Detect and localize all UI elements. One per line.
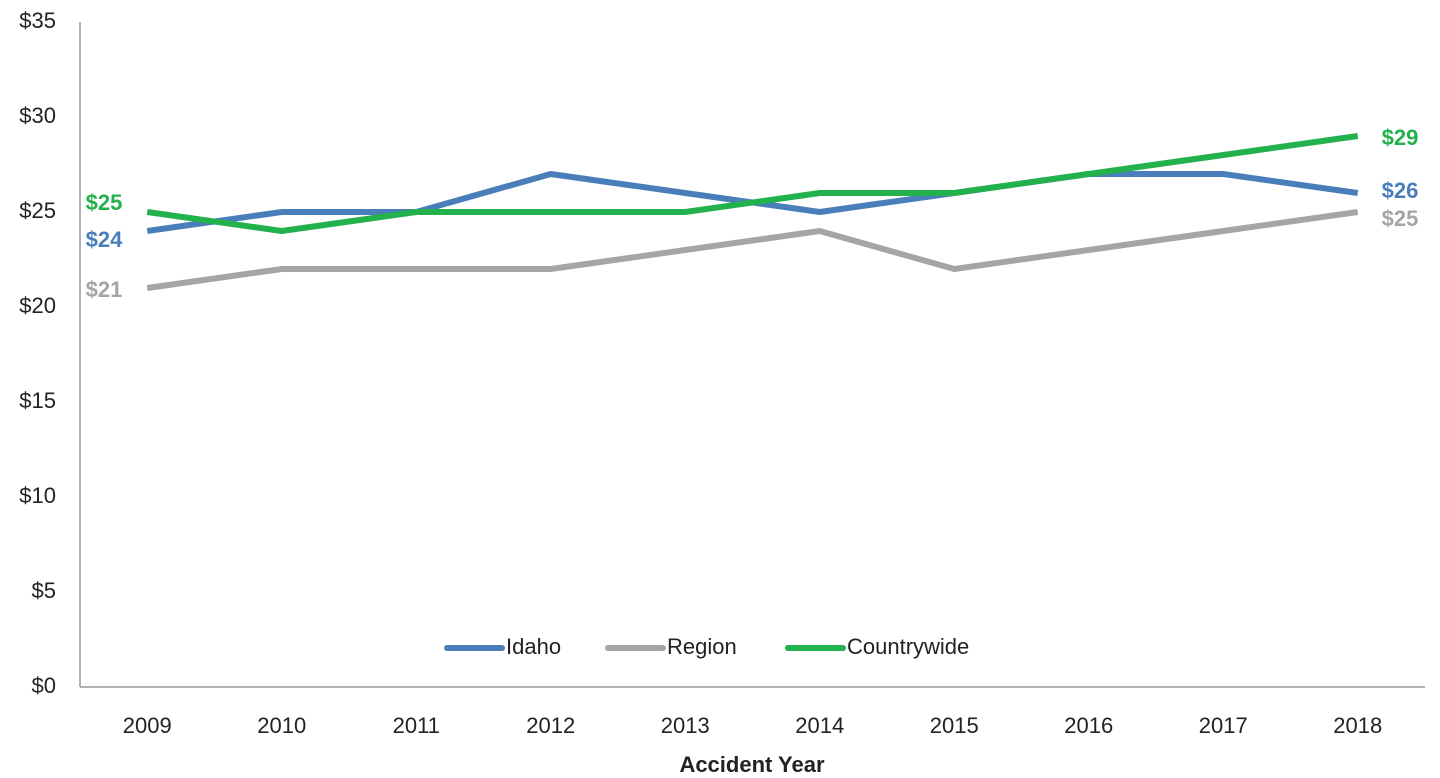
x-tick-label: 2014 [795,713,844,738]
x-tick-label: 2012 [526,713,575,738]
data-label: $29 [1382,125,1419,150]
x-tick-label: 2009 [123,713,172,738]
data-label: $25 [1382,206,1419,231]
legend-label: Region [667,634,737,659]
y-tick-label: $20 [19,293,56,318]
y-tick-label: $5 [32,578,56,603]
y-tick-label: $25 [19,198,56,223]
series-line [146,209,1359,291]
x-axis-title: Accident Year [679,752,825,777]
y-tick-label: $0 [32,673,56,698]
x-tick-label: 2016 [1064,713,1113,738]
x-tick-label: 2015 [930,713,979,738]
y-tick-label: $10 [19,483,56,508]
series-line [146,133,1359,234]
data-label: $26 [1382,178,1419,203]
y-tick-label: $35 [19,8,56,33]
data-label: $24 [86,227,123,252]
x-tick-label: 2013 [661,713,710,738]
y-tick-label: $30 [19,103,56,128]
data-label: $25 [86,190,123,215]
x-tick-label: 2017 [1199,713,1248,738]
legend-label: Idaho [506,634,561,659]
x-tick-label: 2010 [257,713,306,738]
y-tick-label: $15 [19,388,56,413]
data-label: $21 [86,277,123,302]
x-tick-label: 2011 [393,713,440,738]
legend-label: Countrywide [847,634,969,659]
x-tick-label: 2018 [1333,713,1382,738]
